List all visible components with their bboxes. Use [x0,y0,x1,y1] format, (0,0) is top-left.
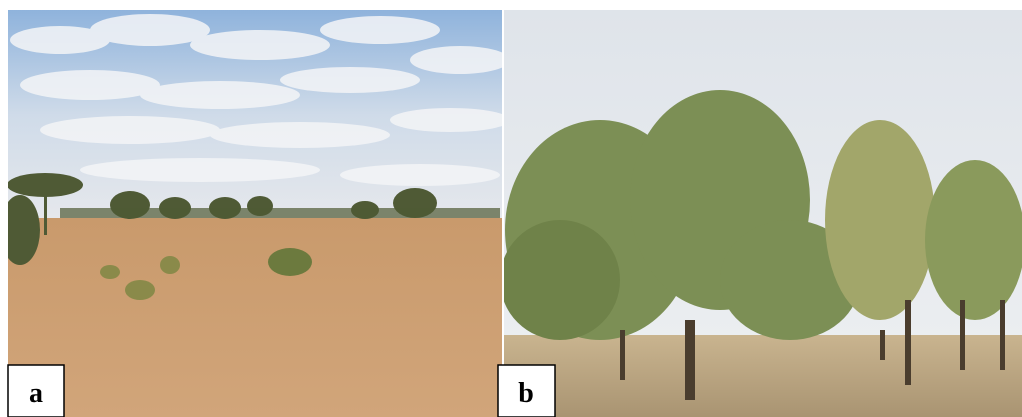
panel-label: b [518,378,534,409]
label-b: b [497,364,556,417]
photo-a [8,10,502,417]
label-a: a [7,364,65,417]
photo-b [504,10,1022,417]
panel-label: a [29,378,43,409]
